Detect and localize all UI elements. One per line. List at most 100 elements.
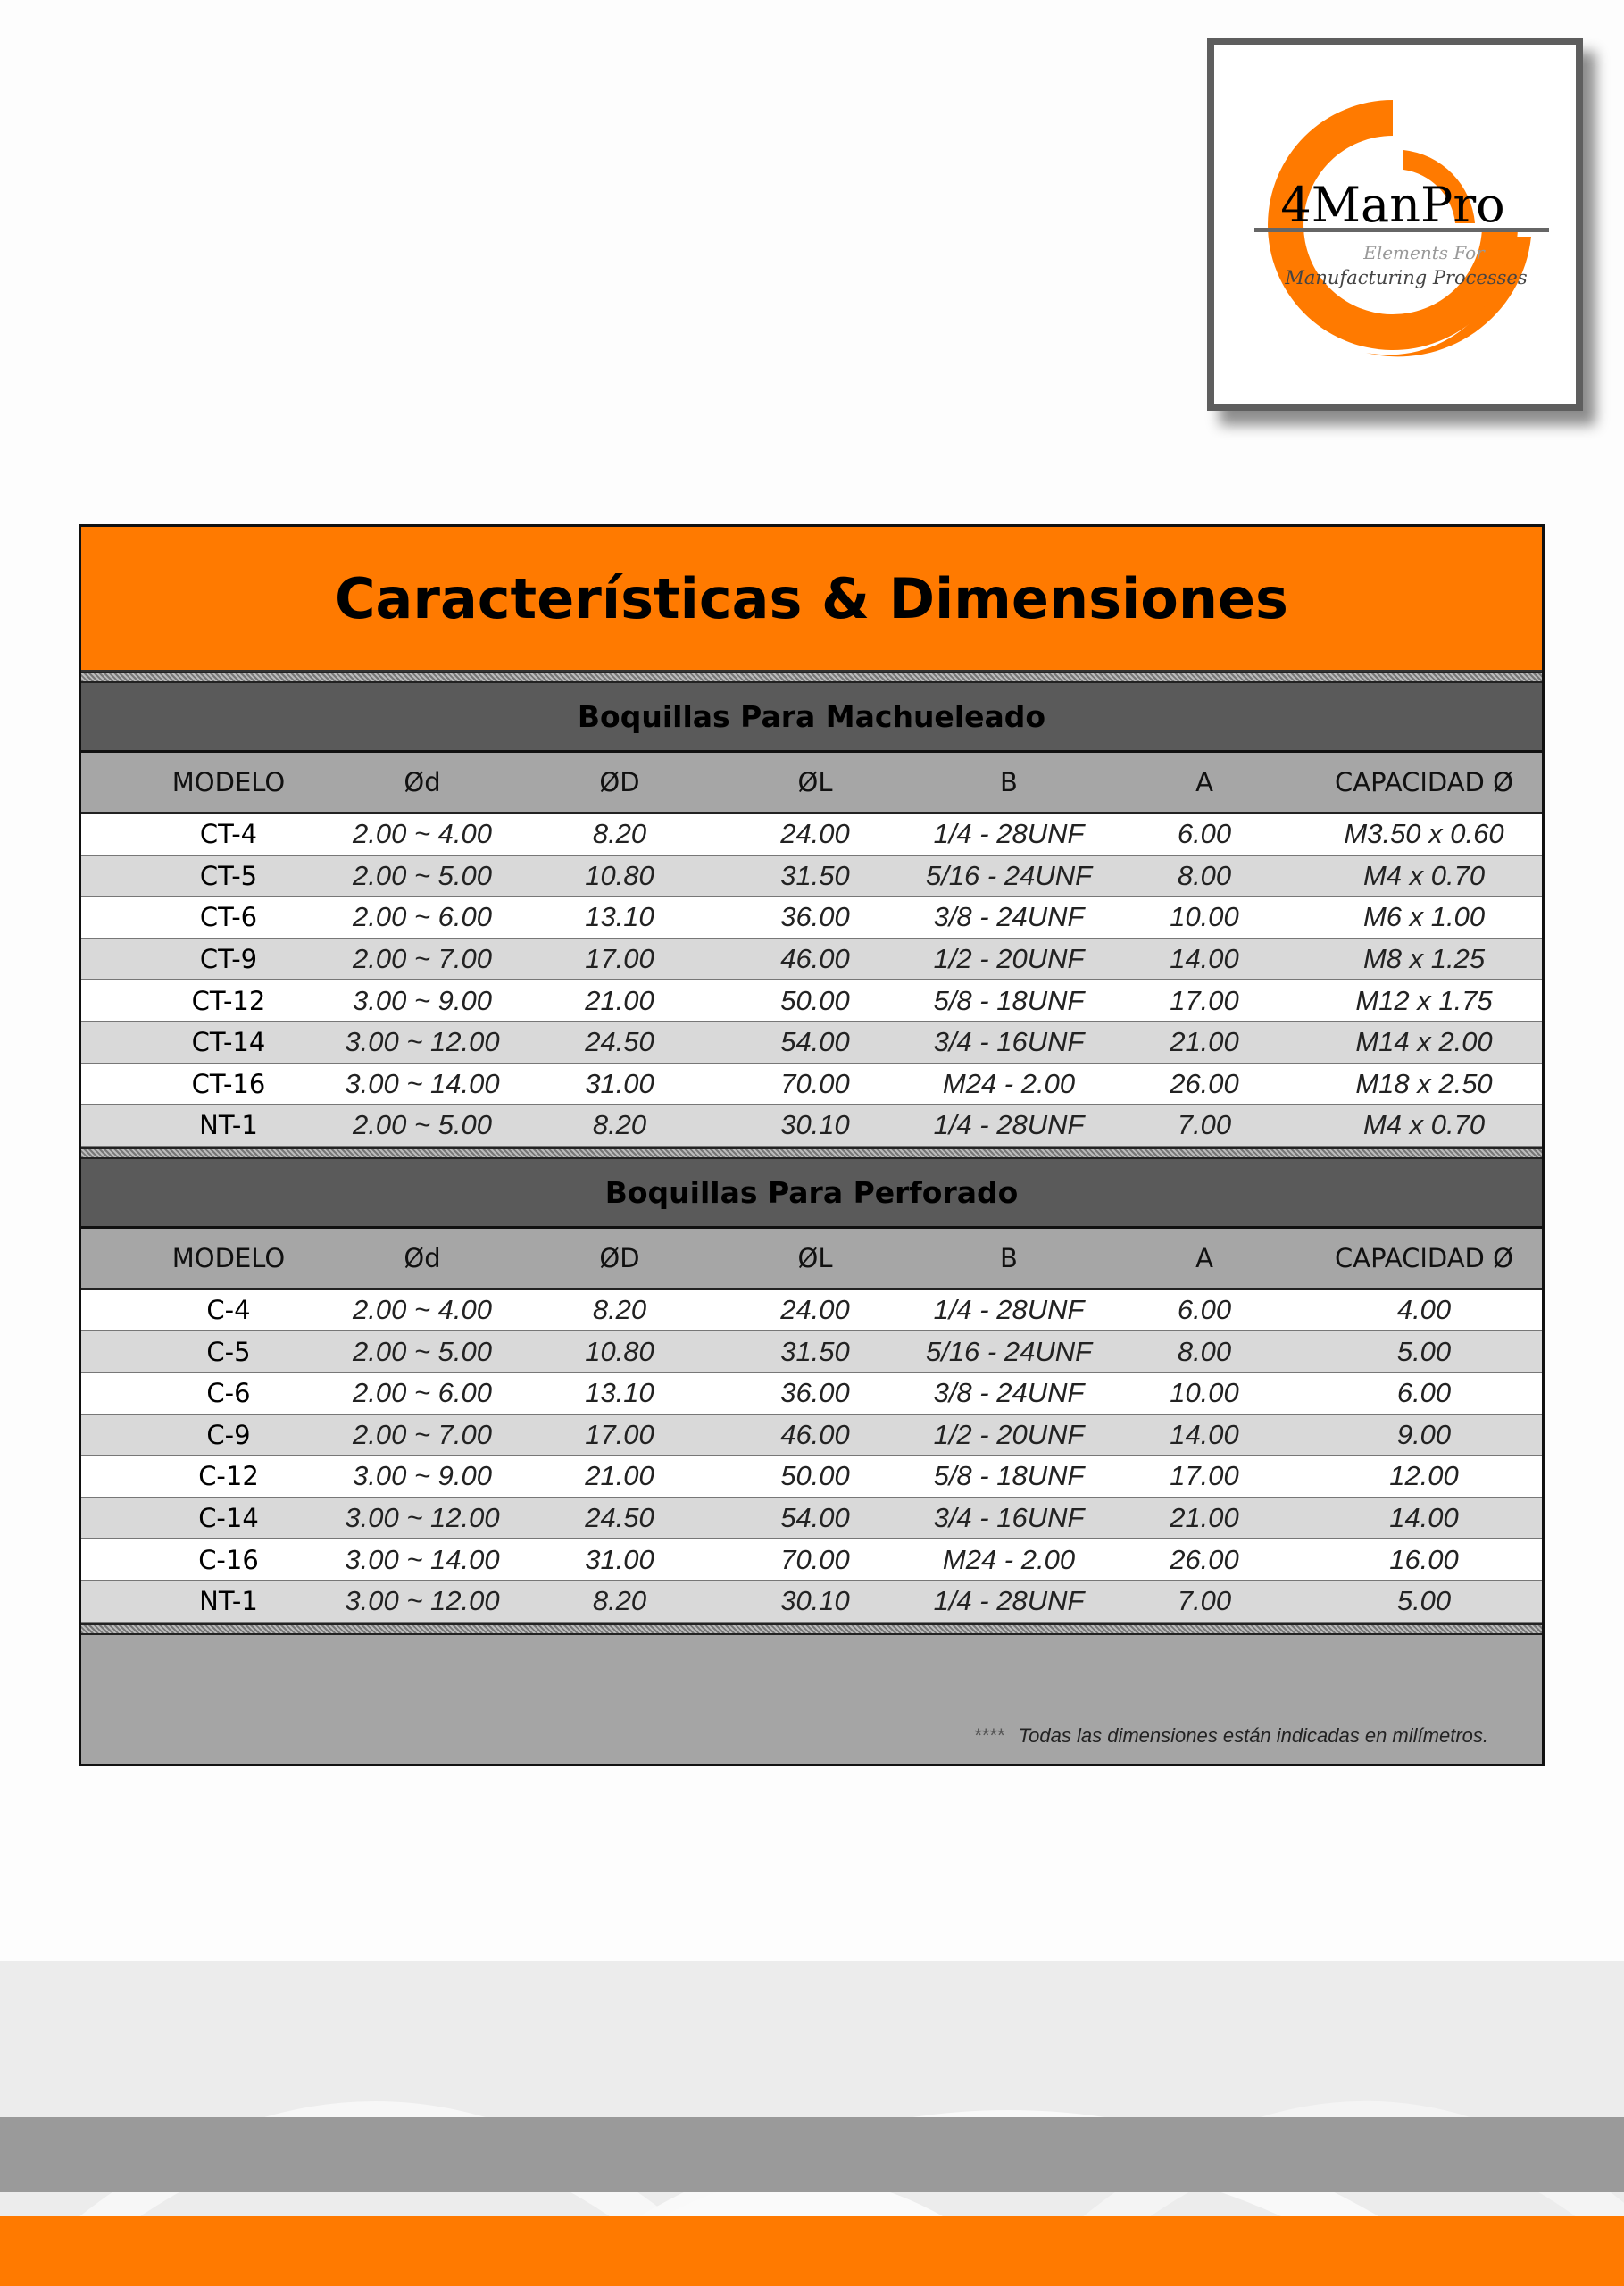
table-cell: 16.00 xyxy=(1389,1543,1459,1575)
table-cell: 5/16 - 24UNF xyxy=(925,859,1093,891)
table-row: C-6 2.00 ~ 6.00 13.10 36.00 3/8 - 24UNF 10.00… xyxy=(81,1373,1542,1415)
table-cell: CT-12 xyxy=(191,985,266,1016)
table-cell: 8.20 xyxy=(592,1294,647,1326)
table-cell: 13.10 xyxy=(585,1377,654,1409)
table-cell: 3.00 ~ 14.00 xyxy=(345,1543,500,1575)
table-cell: 2.00 ~ 7.00 xyxy=(353,943,492,975)
table-cell: 6.00 xyxy=(1177,818,1232,850)
table-cell: 31.50 xyxy=(780,1335,850,1367)
table-cell: C-9 xyxy=(206,1419,251,1450)
table-cell: 21.00 xyxy=(585,1460,654,1492)
table-row: CT-12 3.00 ~ 9.00 21.00 50.00 5/8 - 18UNF 17.… xyxy=(81,980,1542,1022)
column-header: ØD xyxy=(599,767,640,797)
table-cell: M14 x 2.00 xyxy=(1355,1026,1493,1058)
company-logo: 4ManPro Elements For Manufacturing Proce… xyxy=(1207,38,1583,411)
table-cell: 12.00 xyxy=(1389,1460,1459,1492)
table-row: C-9 2.00 ~ 7.00 17.00 46.00 1/2 - 20UNF 14.00… xyxy=(81,1414,1542,1457)
table-row: C-5 2.00 ~ 5.00 10.80 31.50 5/16 - 24UNF 8.00… xyxy=(81,1331,1542,1373)
table-cell: 2.00 ~ 6.00 xyxy=(353,901,492,933)
divider xyxy=(81,1147,1542,1159)
table-cell: 17.00 xyxy=(585,1418,654,1450)
table-cell: 1/2 - 20UNF xyxy=(933,1418,1085,1450)
page-title: Características & Dimensiones xyxy=(81,527,1542,672)
table-cell: 3/8 - 24UNF xyxy=(933,1377,1085,1409)
table-cell: 17.00 xyxy=(1170,984,1239,1016)
section-title: Boquillas Para Perforado xyxy=(81,1158,1542,1229)
table-cell: C-6 xyxy=(206,1378,251,1409)
table-cell: 24.00 xyxy=(780,818,850,850)
footer-grey-band xyxy=(0,2117,1624,2192)
table-cell: M18 x 2.50 xyxy=(1355,1067,1493,1099)
table-cell: 17.00 xyxy=(585,943,654,975)
table-cell: 5.00 xyxy=(1396,1585,1452,1617)
table-row: C-14 3.00 ~ 12.00 24.50 54.00 3/4 - 16UNF 21.… xyxy=(81,1498,1542,1540)
table-cell: 31.50 xyxy=(780,859,850,891)
table-cell: 1/4 - 28UNF xyxy=(933,1585,1085,1617)
table-cell: 30.10 xyxy=(780,1585,850,1617)
table-cell: 10.80 xyxy=(585,1335,654,1367)
table-cell: 2.00 ~ 4.00 xyxy=(353,818,492,850)
table-cell: 17.00 xyxy=(1170,1460,1239,1492)
table-cell: 8.20 xyxy=(592,818,647,850)
table-cell: NT-1 xyxy=(199,1110,258,1141)
table-row: CT-5 2.00 ~ 5.00 10.80 31.50 5/16 - 24UNF 8.0… xyxy=(81,855,1542,898)
table-cell: 3.00 ~ 9.00 xyxy=(353,1460,492,1492)
table-cell: 8.00 xyxy=(1177,859,1232,891)
table-cell: 13.10 xyxy=(585,901,654,933)
logo-wordmark: 4ManPro xyxy=(1280,177,1504,233)
table-cell: 10.80 xyxy=(585,859,654,891)
table-cell: 1/2 - 20UNF xyxy=(933,943,1085,975)
table-cell: 14.00 xyxy=(1170,1418,1239,1450)
table-cell: CT-9 xyxy=(199,944,258,975)
table-row: CT-4 2.00 ~ 4.00 8.20 24.00 1/4 - 28UNF 6.00 M… xyxy=(81,814,1542,856)
table-cell: M12 x 1.75 xyxy=(1355,984,1493,1016)
table-cell: CT-16 xyxy=(191,1068,266,1099)
table-cell: 7.00 xyxy=(1177,1109,1232,1141)
table-row: CT-9 2.00 ~ 7.00 17.00 46.00 1/2 - 20UNF 14.0… xyxy=(81,939,1542,981)
table-cell: 5.00 xyxy=(1396,1335,1452,1367)
table-cell: 1/4 - 28UNF xyxy=(933,1294,1085,1326)
table-row: CT-16 3.00 ~ 14.00 31.00 70.00 M24 - 2.00 26.… xyxy=(81,1064,1542,1106)
table-cell: CT-4 xyxy=(199,819,258,850)
column-header: A xyxy=(1195,1242,1213,1273)
table-cell: NT-1 xyxy=(199,1586,258,1617)
column-header: ØD xyxy=(599,1242,640,1273)
divider xyxy=(81,1623,1542,1635)
table-cell: 3/8 - 24UNF xyxy=(933,901,1085,933)
table-cell: 30.10 xyxy=(780,1109,850,1141)
table-cell: 3.00 ~ 9.00 xyxy=(353,984,492,1016)
table-cell: 3.00 ~ 12.00 xyxy=(345,1502,500,1534)
column-header: Ød xyxy=(404,767,441,797)
table-cell: 70.00 xyxy=(780,1067,850,1099)
table-cell: 5/16 - 24UNF xyxy=(925,1335,1093,1367)
table-cell: 46.00 xyxy=(780,943,850,975)
column-header: B xyxy=(1000,767,1018,797)
column-header: MODELO xyxy=(171,1242,286,1273)
column-header-row: MODELO Ød ØD ØL B A CAPACIDAD Ø xyxy=(81,753,1542,814)
table-cell: 36.00 xyxy=(780,901,850,933)
column-header: A xyxy=(1195,767,1213,797)
table-row: CT-6 2.00 ~ 6.00 13.10 36.00 3/8 - 24UNF 10.0… xyxy=(81,897,1542,939)
table-cell: M4 x 0.70 xyxy=(1362,859,1486,891)
table-cell: 2.00 ~ 4.00 xyxy=(353,1294,492,1326)
table-row: C-4 2.00 ~ 4.00 8.20 24.00 1/4 - 28UNF 6.00 4.… xyxy=(81,1289,1542,1332)
table-cell: 36.00 xyxy=(780,1377,850,1409)
footer-orange-band xyxy=(0,2216,1624,2286)
table-cell: M3.50 x 0.60 xyxy=(1344,818,1504,850)
table-row: C-16 3.00 ~ 14.00 31.00 70.00 M24 - 2.00 26.0… xyxy=(81,1539,1542,1581)
table-cell: 50.00 xyxy=(780,984,850,1016)
table-cell: 6.00 xyxy=(1396,1377,1452,1409)
table-cell: C-14 xyxy=(198,1503,259,1534)
column-header: Ød xyxy=(404,1242,441,1273)
column-header: CAPACIDAD Ø xyxy=(1335,1242,1513,1273)
table-cell: 50.00 xyxy=(780,1460,850,1492)
table-row: CT-14 3.00 ~ 12.00 24.50 54.00 3/4 - 16UNF 21… xyxy=(81,1022,1542,1064)
table-cell: 1/4 - 28UNF xyxy=(933,818,1085,850)
table-cell: 21.00 xyxy=(1170,1502,1239,1534)
table-cell: M8 x 1.25 xyxy=(1362,943,1486,975)
column-header: ØL xyxy=(797,767,833,797)
table-cell: CT-14 xyxy=(191,1027,266,1058)
table-cell: 2.00 ~ 5.00 xyxy=(353,1335,492,1367)
table-cell: 10.00 xyxy=(1170,1377,1239,1409)
table-cell: 14.00 xyxy=(1170,943,1239,975)
